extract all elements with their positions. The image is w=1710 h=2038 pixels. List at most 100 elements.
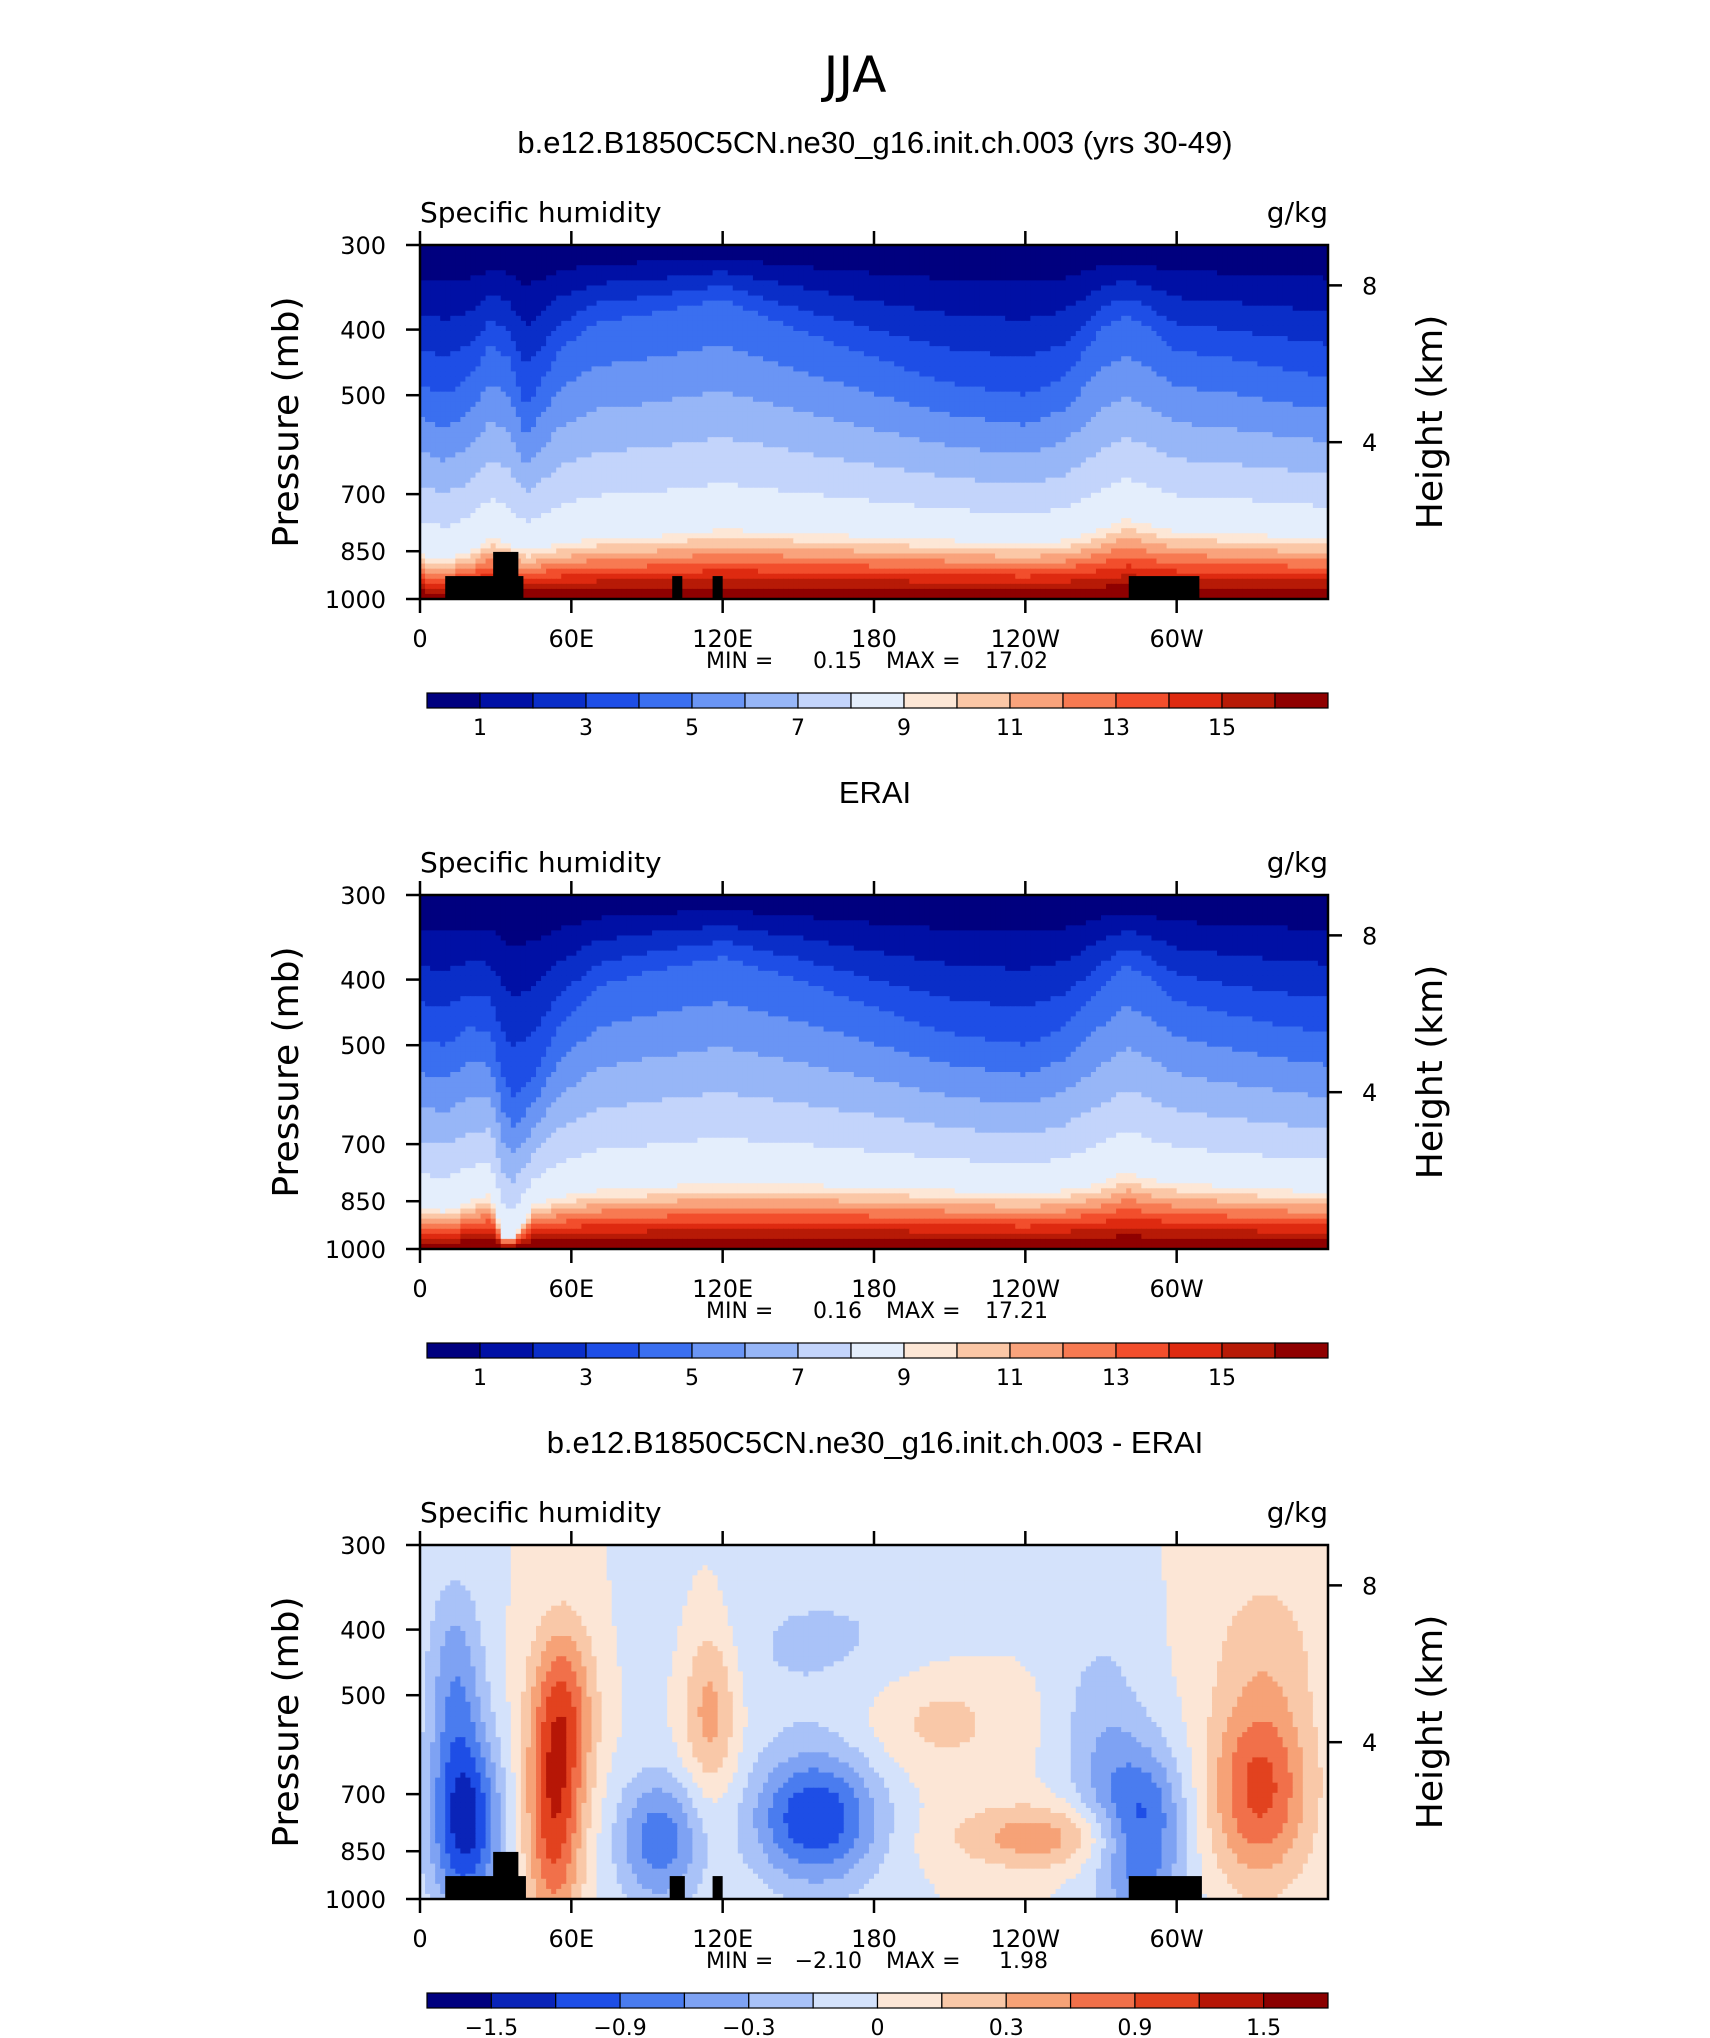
contour-cell: [541, 285, 547, 292]
contour-cell: [611, 260, 618, 266]
contour-cell: [808, 356, 815, 362]
contour-cell: [783, 366, 789, 373]
contour-cell: [692, 351, 699, 357]
contour-cell: [848, 250, 855, 256]
contour-cell: [1126, 320, 1132, 327]
contour-cell: [1111, 305, 1117, 312]
contour-cell: [874, 305, 880, 312]
contour-cell: [788, 310, 794, 317]
contour-cell: [1116, 366, 1122, 373]
contour-cell: [500, 250, 507, 256]
contour-cell: [420, 275, 426, 281]
contour-cell: [460, 361, 466, 367]
contour-cell: [606, 346, 613, 352]
contour-cell: [1075, 280, 1082, 287]
contour-cell: [652, 275, 658, 281]
contour-cell: [1232, 285, 1238, 292]
contour-cell: [601, 381, 608, 388]
contour-cell: [1312, 250, 1319, 256]
contour-cell: [974, 250, 981, 256]
contour-cell: [561, 366, 567, 373]
contour-cell: [1196, 336, 1203, 342]
contour-cell: [1141, 295, 1147, 302]
contour-cell: [1141, 330, 1147, 337]
contour-cell: [667, 371, 673, 378]
contour-cell: [813, 330, 820, 337]
contour-cell: [561, 325, 567, 332]
contour-cell: [536, 346, 542, 352]
contour-cell: [500, 361, 507, 367]
contour-cell: [1060, 376, 1067, 383]
contour-cell: [747, 255, 754, 261]
contour-cell: [964, 341, 971, 347]
contour-cell: [934, 295, 941, 302]
contour-cell: [712, 381, 719, 388]
contour-cell: [475, 295, 482, 302]
contour-cell: [1030, 330, 1037, 337]
contour-cell: [1307, 280, 1314, 287]
contour-cell: [495, 381, 502, 388]
contour-cell: [727, 330, 734, 337]
contour-cell: [1065, 341, 1072, 347]
contour-cell: [495, 315, 502, 322]
contour-cell: [874, 315, 880, 322]
contour-cell: [576, 320, 583, 327]
contour-cell: [914, 250, 920, 256]
contour-cell: [1020, 245, 1026, 251]
contour-cell: [430, 336, 436, 342]
contour-cell: [732, 371, 739, 378]
contour-cell: [445, 315, 451, 322]
contour-cell: [470, 280, 477, 287]
contour-cell: [1090, 315, 1097, 322]
contour-cell: [798, 371, 804, 378]
contour-cell: [450, 275, 456, 281]
contour-cell: [520, 260, 527, 266]
contour-cell: [515, 285, 522, 292]
contour-cell: [541, 371, 547, 378]
contour-cell: [541, 290, 547, 297]
contour-cell: [490, 265, 497, 271]
contour-cell: [1277, 366, 1284, 373]
contour-cell: [672, 336, 678, 342]
contour-cell: [1166, 295, 1173, 302]
contour-cell: [924, 245, 931, 251]
contour-cell: [722, 381, 729, 388]
contour-cell: [667, 330, 673, 337]
contour-cell: [1322, 320, 1328, 327]
contour-cell: [576, 356, 583, 362]
contour-cell: [818, 260, 825, 266]
contour-cell: [954, 366, 961, 373]
contour-cell: [465, 361, 472, 367]
contour-cell: [914, 341, 920, 347]
contour-cell: [1317, 245, 1324, 251]
contour-cell: [1302, 255, 1309, 261]
contour-cell: [1060, 270, 1067, 276]
contour-cell: [737, 290, 744, 297]
contour-cell: [1312, 275, 1319, 281]
contour-cell: [1060, 295, 1067, 302]
contour-cell: [1075, 295, 1082, 302]
contour-cell: [611, 330, 618, 337]
contour-cell: [530, 265, 537, 271]
contour-cell: [707, 275, 714, 281]
contour-cell: [470, 245, 477, 251]
contour-cell: [1095, 280, 1102, 287]
contour-cell: [1262, 300, 1269, 307]
contour-cell: [475, 361, 482, 367]
contour-cell: [732, 381, 739, 388]
contour-cell: [571, 290, 577, 297]
contour-cell: [722, 346, 729, 352]
contour-cell: [551, 366, 557, 373]
contour-cell: [959, 265, 966, 271]
contour-cell: [798, 325, 804, 332]
contour-cell: [727, 320, 734, 327]
contour-cell: [722, 275, 729, 281]
contour-cell: [571, 371, 577, 378]
contour-cell: [904, 290, 910, 297]
contour-cell: [773, 310, 779, 317]
contour-cell: [823, 336, 830, 342]
contour-cell: [1277, 346, 1284, 352]
contour-cell: [697, 361, 704, 367]
contour-cell: [874, 245, 880, 251]
contour-cell: [969, 305, 976, 312]
